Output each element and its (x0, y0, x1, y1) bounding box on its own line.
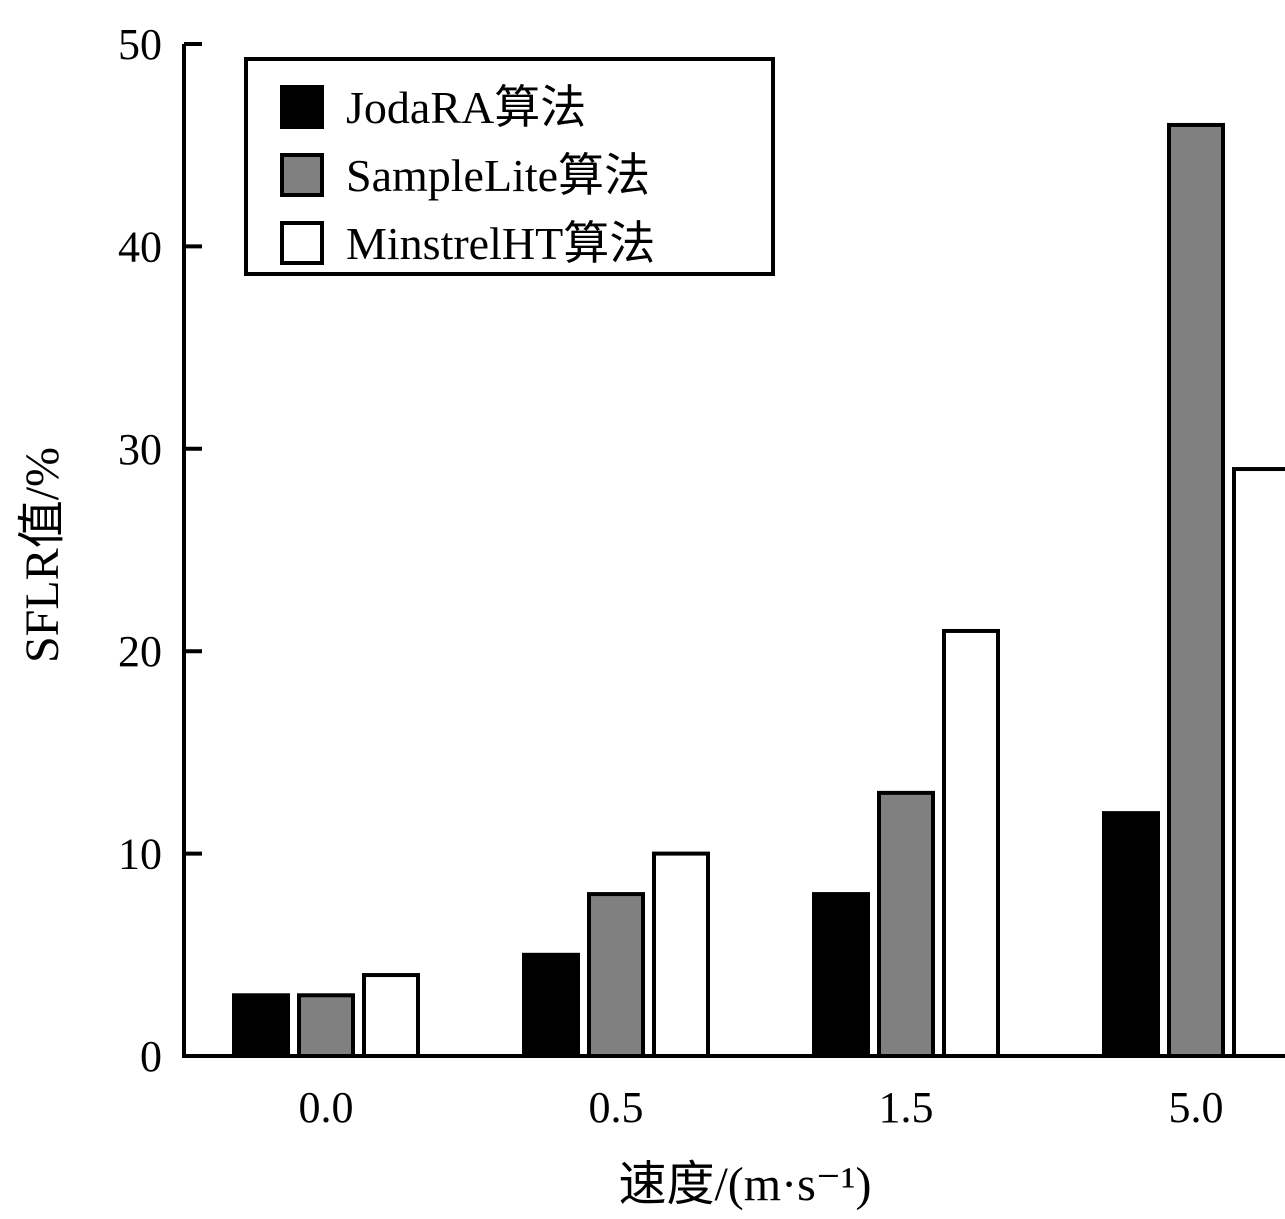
x-ticks: 0.0 0.5 1.5 5.0 (299, 1083, 1224, 1132)
bar-series-0-cat-1 (522, 952, 580, 1058)
axes-layer (182, 44, 1283, 1058)
y-tick-label: 50 (118, 20, 162, 69)
legend-label-0: JodaRA算法 (346, 82, 586, 133)
legend-swatch-2 (280, 221, 324, 265)
bar-series-1-cat-3 (1167, 122, 1225, 1058)
x-tick-label: 0.5 (589, 1083, 644, 1132)
y-tick-label: 10 (118, 830, 162, 879)
legend-box (244, 57, 775, 276)
y-ticks: 0 10 20 30 40 50 (118, 20, 202, 1081)
bar-series-1-cat-2 (877, 790, 935, 1058)
bar-series-1-cat-0 (297, 993, 355, 1059)
bars-layer (232, 122, 1285, 1059)
x-axis-title: 速度/(m·s⁻¹) (618, 1158, 871, 1211)
y-axis-title: SFLR值/% (16, 447, 69, 663)
x-tick-label: 0.0 (299, 1083, 354, 1132)
legend-label-2: MinstrelHT算法 (346, 218, 655, 269)
y-tick-label: 40 (118, 222, 162, 271)
bar-series-2-cat-3 (1232, 467, 1285, 1059)
bar-series-2-cat-1 (652, 851, 710, 1058)
legend-swatch-0 (280, 85, 324, 129)
y-tick-label: 30 (118, 425, 162, 474)
legend-swatch-1 (280, 153, 324, 197)
y-tick-label: 0 (140, 1032, 162, 1081)
x-tick-label: 1.5 (879, 1083, 934, 1132)
legend-label-1: SampleLite算法 (346, 150, 650, 201)
legend: JodaRA算法 SampleLite算法 MinstrelHT算法 (244, 57, 775, 276)
y-tick-label: 20 (118, 627, 162, 676)
bar-series-0-cat-3 (1102, 811, 1160, 1058)
bar-series-1-cat-1 (587, 892, 645, 1059)
bar-series-0-cat-0 (232, 993, 290, 1059)
x-tick-label: 5.0 (1169, 1083, 1224, 1132)
bar-series-0-cat-2 (812, 892, 870, 1059)
bar-series-2-cat-2 (942, 628, 1000, 1059)
bar-series-2-cat-0 (362, 973, 420, 1058)
